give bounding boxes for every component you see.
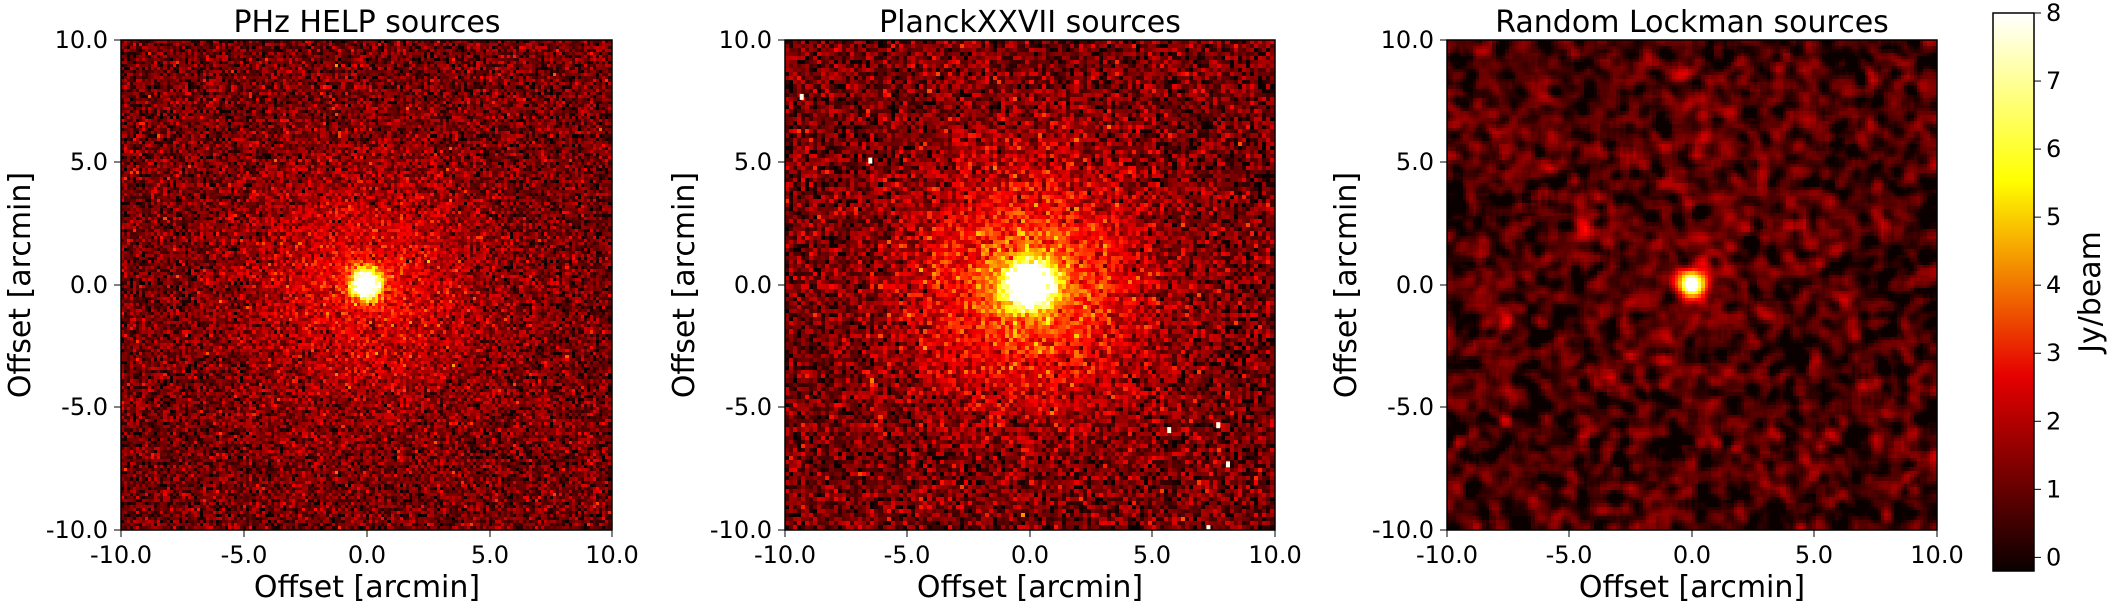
colorbar-gradient: [1992, 12, 2035, 572]
panel-1-ytick-1: -5.0: [61, 393, 108, 421]
panel-2-ytick-0: -10.0: [710, 516, 772, 544]
colorbar-tick-4: 4: [2046, 271, 2061, 299]
colorbar-tick-1: 1: [2046, 475, 2061, 503]
panel-1-map-canvas: [121, 40, 612, 530]
panel-3-map: [1447, 40, 1937, 530]
panel-1-xtick-1: -5.0: [221, 541, 268, 569]
panel-3-title: Random Lockman sources: [1495, 5, 1889, 40]
panel-2-xtick-0: -10.0: [754, 541, 816, 569]
colorbar: 0 1 2 3 4 5 6 7 8 Jy/beam: [1992, 0, 2108, 572]
panel-2: PlanckXXVII sources -10.0 -5.0 0.0 5.0 1…: [667, 5, 1302, 605]
colorbar-label: Jy/beam: [2073, 231, 2108, 355]
colorbar-ticks: 0 1 2 3 4 5 6 7 8: [2034, 0, 2061, 571]
colorbar-tick-8: 8: [2046, 0, 2061, 27]
panel-3-ytick-2: 0.0: [1396, 271, 1434, 299]
panel-3-x-ticks: -10.0 -5.0 0.0 5.0 10.0: [1416, 530, 1964, 569]
panel-1-xtick-3: 5.0: [471, 541, 509, 569]
panel-1-ytick-4: 10.0: [55, 26, 108, 54]
panel-3-xtick-4: 10.0: [1910, 541, 1963, 569]
panel-1-xlabel: Offset [arcmin]: [254, 570, 480, 605]
panel-3-ytick-0: -10.0: [1372, 516, 1434, 544]
colorbar-tick-2: 2: [2046, 407, 2061, 435]
panel-2-ytick-1: -5.0: [725, 393, 772, 421]
panel-2-xtick-1: -5.0: [884, 541, 931, 569]
panel-3-xtick-1: -5.0: [1546, 541, 1593, 569]
panel-1-xtick-4: 10.0: [585, 541, 638, 569]
panel-3-xtick-2: 0.0: [1673, 541, 1711, 569]
colorbar-tick-3: 3: [2046, 339, 2061, 367]
colorbar-tick-7: 7: [2046, 67, 2061, 95]
panel-2-xtick-3: 5.0: [1133, 541, 1171, 569]
panel-3-ytick-4: 10.0: [1381, 26, 1434, 54]
panel-3-map-canvas: [1447, 40, 1937, 530]
panel-3-xlabel: Offset [arcmin]: [1579, 570, 1805, 605]
panel-3-xtick-3: 5.0: [1795, 541, 1833, 569]
panel-2-xlabel: Offset [arcmin]: [917, 570, 1143, 605]
colorbar-tick-5: 5: [2046, 203, 2061, 231]
panel-3: Random Lockman sources -10.0 -5.0 0.0 5.…: [1329, 5, 1964, 605]
panel-1-ylabel: Offset [arcmin]: [3, 172, 38, 398]
panel-2-ytick-2: 0.0: [734, 271, 772, 299]
panel-2-map: [785, 40, 1275, 530]
panel-1-xtick-0: -10.0: [90, 541, 152, 569]
panel-2-title: PlanckXXVII sources: [879, 5, 1181, 40]
panel-2-xtick-4: 10.0: [1248, 541, 1301, 569]
panel-3-xtick-0: -10.0: [1416, 541, 1478, 569]
colorbar-tick-0: 0: [2046, 543, 2061, 571]
panel-1-title: PHz HELP sources: [233, 5, 500, 40]
panel-1-x-ticks: -10.0 -5.0 0.0 5.0 10.0: [90, 530, 639, 569]
panel-1: PHz HELP sources -10.0 -5.0 0.0 5.0 10.0: [3, 5, 639, 605]
panel-2-y-ticks: 10.0 5.0 0.0 -5.0 -10.0: [710, 26, 785, 544]
panel-2-x-ticks: -10.0 -5.0 0.0 5.0 10.0: [754, 530, 1302, 569]
panel-1-ytick-2: 0.0: [70, 271, 108, 299]
panel-2-xtick-2: 0.0: [1011, 541, 1049, 569]
panel-2-ylabel: Offset [arcmin]: [667, 172, 702, 398]
panel-2-ytick-4: 10.0: [719, 26, 772, 54]
panel-1-xtick-2: 0.0: [348, 541, 386, 569]
panel-1-ytick-3: 5.0: [70, 148, 108, 176]
panel-3-y-ticks: 10.0 5.0 0.0 -5.0 -10.0: [1372, 26, 1447, 544]
panel-1-map: [121, 40, 612, 530]
panel-2-map-canvas: [785, 40, 1275, 530]
panel-3-ylabel: Offset [arcmin]: [1329, 172, 1364, 398]
colorbar-tick-6: 6: [2046, 135, 2061, 163]
panel-3-ytick-1: -5.0: [1387, 393, 1434, 421]
panel-2-ytick-3: 5.0: [734, 148, 772, 176]
panel-3-ytick-3: 5.0: [1396, 148, 1434, 176]
panel-1-y-ticks: 10.0 5.0 0.0 -5.0 -10.0: [46, 26, 121, 544]
panel-1-ytick-0: -10.0: [46, 516, 108, 544]
